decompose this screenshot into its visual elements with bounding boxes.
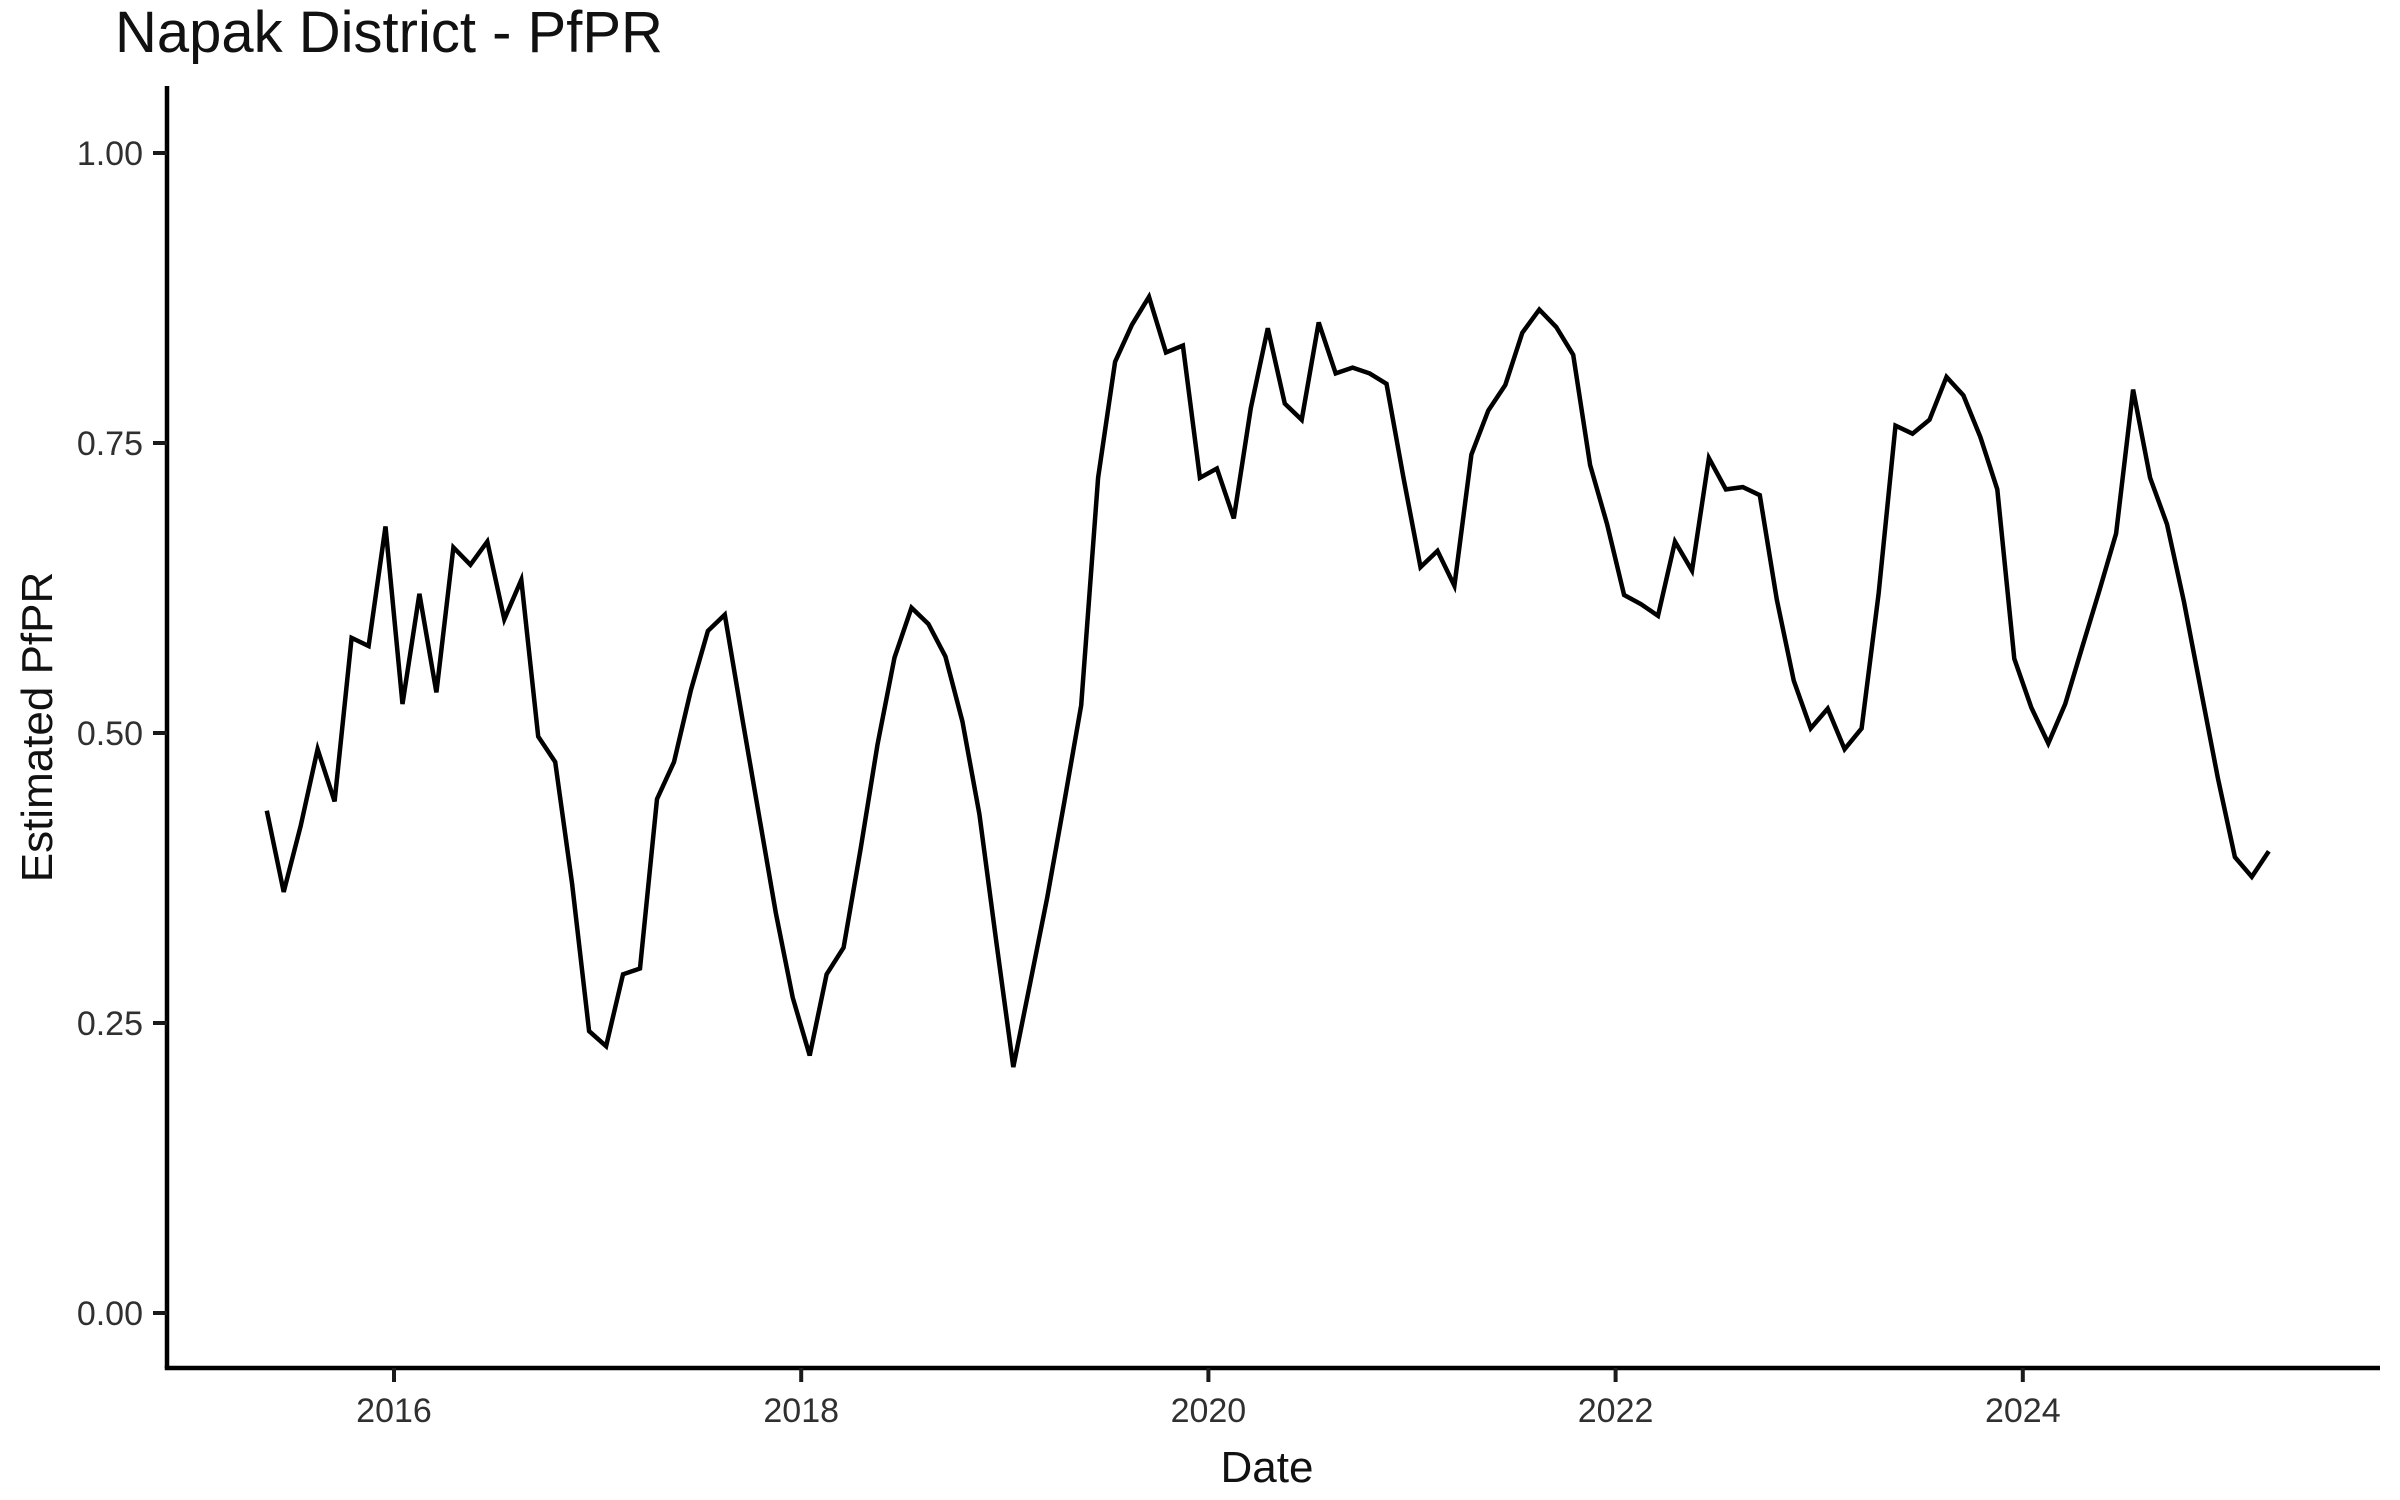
x-tick-label: 2016 <box>356 1392 432 1430</box>
y-axis-title: Estimated PfPR <box>13 572 62 883</box>
x-axis-ticks: 2016 2018 2020 2022 2024 <box>356 1368 2061 1430</box>
chart-title: Napak District - PfPR <box>115 0 663 65</box>
y-axis-ticks: 0.00 0.25 0.50 0.75 1.00 <box>77 135 167 1333</box>
x-tick-label: 2018 <box>763 1392 839 1430</box>
x-tick-label: 2024 <box>1985 1392 2061 1430</box>
x-axis-title: Date <box>1221 1443 1314 1492</box>
y-tick-label: 1.00 <box>77 135 143 173</box>
y-tick-label: 0.00 <box>77 1295 143 1333</box>
pfpr-series-line <box>264 291 2271 1068</box>
y-tick-label: 0.25 <box>77 1005 143 1043</box>
y-tick-label: 0.50 <box>77 715 143 753</box>
y-tick-label: 0.75 <box>77 425 143 463</box>
x-tick-label: 2022 <box>1578 1392 1654 1430</box>
plot-area <box>264 291 2271 1068</box>
x-tick-label: 2020 <box>1171 1392 1247 1430</box>
